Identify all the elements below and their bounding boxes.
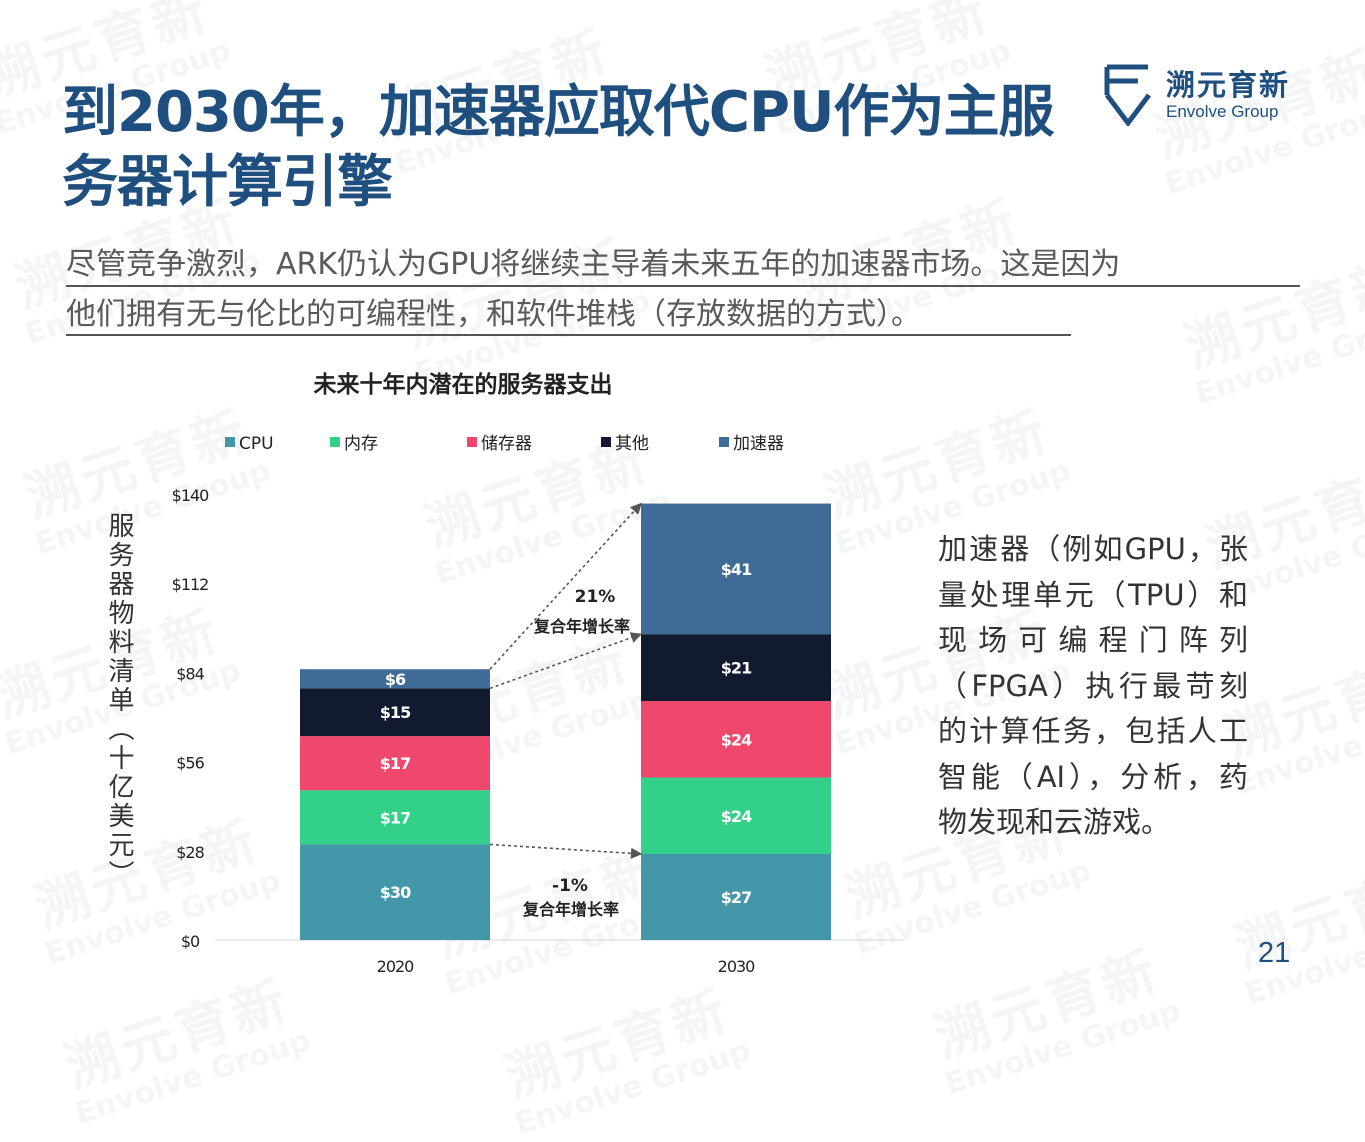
growth-arrow-accelerator-bottom [489, 632, 643, 690]
stacked-bar-chart: 未来十年内潜在的服务器支出 服务器物料清单（十亿美元） CPU 内存 储存器 其他 加速… [104, 371, 905, 976]
page-number: 21 [1258, 937, 1291, 969]
chart-title: 未来十年内潜在的服务器支出 [314, 371, 613, 398]
bar-segment-2030-3 [641, 634, 831, 702]
side-line: 量处理单元（TPU）和 [938, 577, 1248, 612]
legend-label: 内存 [344, 434, 378, 454]
bar-segment-2020-3 [300, 688, 490, 737]
legend-label: 加速器 [733, 434, 784, 454]
side-description: 加速器（例如GPU，张 量处理单元（TPU）和 现场可编程门阵列 （FPGA）执… [938, 527, 1248, 846]
intro-underline [66, 334, 1071, 336]
legend-label: 其他 [615, 434, 649, 454]
bar-segment-2030-4 [641, 503, 831, 635]
legend-swatch [330, 437, 340, 447]
intro-line-1: 尽管竞争激烈，ARK仍认为GPU将继续主导着未来五年的加速器市场。这是因为 [66, 247, 1121, 282]
bar-data-label: $24 [721, 807, 752, 826]
intro-underline [66, 285, 1300, 287]
bar-data-label: $17 [380, 754, 410, 773]
y-tick-label: $140 [172, 486, 210, 505]
bar-segment-2020-0 [300, 844, 490, 940]
cagr-cpu-value: -1% [552, 876, 588, 896]
legend-swatch [719, 437, 729, 447]
x-tick-label: 2030 [718, 957, 756, 976]
watermark-text: Envolve Group [70, 1022, 315, 1133]
y-tick-label: $112 [172, 575, 209, 594]
legend-label: 储存器 [481, 434, 532, 454]
bar-segment-2020-1 [300, 790, 490, 845]
logo-text-en: Envolve Group [1166, 102, 1279, 121]
bar-data-label: $41 [721, 560, 752, 579]
cagr-cpu-label: 复合年增长率 [522, 900, 619, 919]
cagr-accelerator-label: 复合年增长率 [533, 617, 630, 636]
side-line: 现场可编程门阵列 [938, 623, 1248, 657]
bar-segment-2030-1 [641, 777, 831, 854]
logo-text-cn: 溯元育新 [1166, 68, 1291, 102]
side-line: 加速器（例如GPU，张 [938, 532, 1248, 566]
side-line: 物发现和云游戏。 [938, 805, 1171, 839]
y-tick-label: $28 [176, 843, 204, 862]
bar-segment-2020-2 [300, 736, 490, 791]
bar-data-label: $17 [380, 808, 410, 827]
watermark-text: Envolve Group [510, 1032, 755, 1142]
bar-segment-2030-0 [641, 853, 831, 940]
intro-line-2: 他们拥有无与伦比的可编程性，和软件堆栈（存放数据的方式）。 [66, 297, 921, 332]
page-title: 到2030年，加速器应取代CPU作为主服务器计算引擎 [62, 80, 1054, 215]
cagr-accelerator-value: 21% [575, 587, 616, 607]
side-line: （FPGA）执行最苛刻 [938, 668, 1248, 703]
legend-swatch [225, 437, 235, 447]
bar-data-label: $24 [721, 730, 752, 749]
y-tick-label: $56 [176, 754, 204, 773]
side-line: 智能（AI），分析，药 [938, 759, 1248, 794]
bar-data-label: $21 [721, 659, 752, 678]
side-line: 的计算任务，包括人工 [938, 714, 1248, 748]
intro-text: 尽管竞争激烈，ARK仍认为GPU将继续主导着未来五年的加速器市场。这是因为 他们… [66, 240, 1306, 340]
growth-arrow-cpu [489, 843, 643, 859]
logo: 溯元育新 Envolve Group [1104, 62, 1314, 132]
legend-swatch [467, 437, 477, 447]
bar-data-label: $27 [721, 888, 751, 907]
bar-data-label: $15 [380, 703, 411, 722]
bar-data-label: $30 [380, 883, 411, 902]
bar-segment-2030-2 [641, 701, 831, 778]
bar-data-label: $6 [385, 670, 406, 689]
y-axis-label: 服务器物料清单（十亿美元） [104, 512, 134, 889]
envolve-logo-icon [1104, 64, 1151, 126]
legend-swatch [601, 437, 611, 447]
y-tick-label: $84 [176, 664, 204, 683]
growth-arrow-accelerator-top [489, 502, 642, 670]
bar-segment-2020-4 [300, 669, 490, 689]
legend-label: CPU [239, 434, 274, 454]
x-tick-label: 2020 [377, 957, 415, 976]
y-tick-label: $0 [181, 932, 200, 951]
